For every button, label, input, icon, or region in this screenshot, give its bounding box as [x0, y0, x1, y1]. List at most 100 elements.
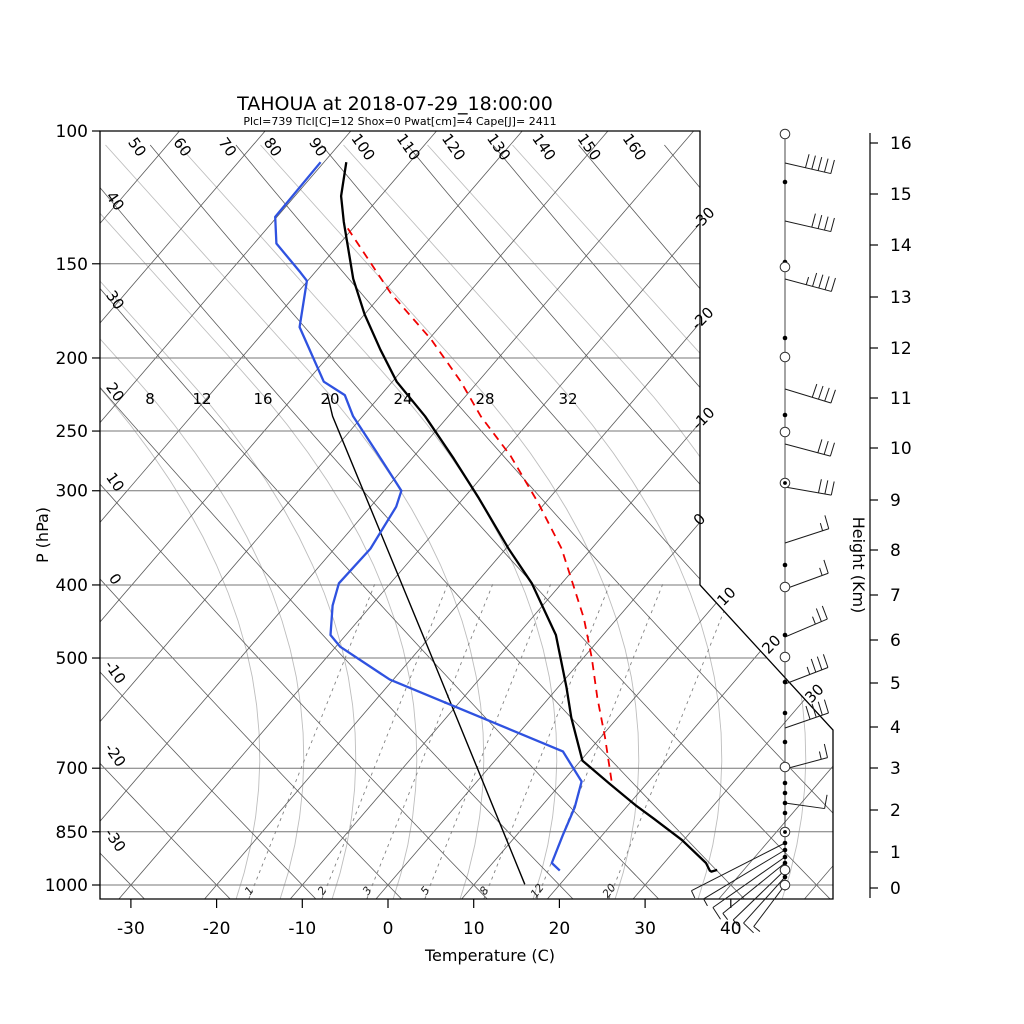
wind-barb-full-tick [830, 277, 836, 292]
dry-adiabat-label: 50 [124, 134, 150, 160]
wind-barb [784, 383, 836, 404]
pressure-tick-label: 100 [56, 122, 88, 142]
height-tick-label: 15 [890, 185, 912, 205]
isotherm-line [100, 131, 609, 899]
wind-barb-half-tick [806, 666, 811, 675]
dry-adiabat-label: 40 [102, 188, 128, 214]
pressure-tick-label: 200 [56, 349, 88, 369]
wind-barb-full-tick [823, 743, 828, 758]
dry-adiabat-line [149, 144, 833, 899]
isotherm-label: -30 [688, 203, 718, 233]
isotherm-line [718, 131, 833, 899]
wind-barb [784, 559, 829, 590]
isotherm-line [118, 131, 780, 899]
wind-barb-shaft [784, 443, 831, 457]
pressure-tick-label: 850 [56, 823, 88, 843]
wind-barb [690, 842, 786, 899]
wind-barb-full-tick [811, 383, 818, 398]
wind-barb-half-tick [703, 898, 708, 907]
height-tick-label: 12 [890, 339, 912, 359]
mixing-ratio-line [424, 582, 552, 899]
temperature-tick-label: 10 [463, 919, 485, 939]
wind-barb-full-tick [817, 439, 823, 453]
wind-barb-full-tick [816, 656, 823, 671]
level-dot-marker [782, 739, 788, 745]
dry-adiabat-line [100, 144, 576, 899]
wind-barb [784, 605, 828, 638]
dry-adiabat-label: 160 [619, 130, 650, 164]
chart-title: TAHOUA at 2018-07-29_18:00:00 [236, 93, 553, 115]
dry-adiabat-label: 140 [528, 130, 559, 164]
level-circle-marker [779, 761, 791, 773]
height-tick-label: 8 [890, 541, 901, 561]
level-circle-marker [779, 351, 791, 363]
wind-barb [703, 849, 786, 907]
level-dot-marker [782, 562, 788, 568]
wind-barb-full-tick [812, 272, 818, 287]
mixing-ratio-line [483, 582, 611, 899]
dry-adiabat-label: -30 [101, 825, 130, 855]
dewpoint-profile-line [274, 161, 583, 872]
dry-adiabat-label: 100 [348, 130, 379, 164]
temperature-profile-line [339, 162, 718, 873]
level-dot-marker [782, 632, 788, 638]
mixing-ratio-line [321, 582, 449, 899]
level-dot-marker [782, 800, 788, 806]
wind-barb [743, 876, 786, 934]
wind-barb [784, 272, 836, 292]
wind-barb-full-tick [823, 216, 829, 231]
wind-barb-shaft [784, 278, 832, 292]
level-dot-marker [782, 780, 788, 786]
wind-barb-full-tick [830, 159, 835, 174]
moist-adiabat-label: 20 [320, 390, 339, 408]
wind-barb-shaft [732, 869, 786, 921]
dry-adiabat-line [100, 144, 233, 899]
level-circle-marker [779, 128, 791, 140]
wind-barb [784, 654, 829, 685]
mixing-ratio-line [248, 582, 376, 899]
level-dot-marker [782, 810, 788, 816]
height-tick-label: 16 [890, 134, 912, 154]
dry-adiabat-label: 20 [102, 379, 128, 405]
wind-barb-full-tick [817, 214, 823, 229]
moist-adiabat-line [343, 144, 723, 899]
dry-adiabat-label: 120 [438, 130, 469, 164]
wind-barb-half-tick [722, 913, 729, 921]
isotherm-label: 30 [801, 680, 827, 706]
dry-adiabat-line [492, 144, 833, 899]
wind-barb-half-tick [819, 522, 824, 531]
isotherm-line [632, 131, 833, 899]
wind-barb-full-tick [824, 387, 830, 402]
wind-barb-full-tick [817, 385, 824, 400]
isotherm-line [100, 131, 437, 899]
height-tick-label: 4 [890, 718, 901, 738]
wind-barb-full-tick [830, 389, 836, 404]
moist-adiabat-line [100, 144, 418, 899]
dry-adiabat-label: 0 [105, 570, 125, 588]
height-tick-label: 9 [890, 491, 901, 511]
height-tick-label: 14 [890, 236, 912, 256]
wind-barb [722, 862, 786, 921]
level-dot-marker [782, 335, 788, 341]
level-dot-marker [782, 679, 788, 685]
level-circle-marker [779, 864, 791, 876]
wind-barb-full-tick [811, 703, 817, 718]
dry-adiabat-label: 150 [574, 130, 605, 164]
wind-barb [784, 794, 828, 810]
wind-barb [784, 154, 835, 175]
wind-barb-shaft [712, 856, 786, 908]
height-tick-label: 11 [890, 389, 912, 409]
wind-barb-shaft [784, 388, 832, 404]
temperature-tick-label: -20 [203, 919, 231, 939]
level-circled-dot-center [783, 481, 787, 485]
level-dot-marker [782, 790, 788, 796]
moist-adiabat-label: 8 [145, 390, 155, 408]
wind-barb-full-tick [823, 440, 829, 455]
level-dot-marker [782, 874, 788, 880]
isotherm-line [100, 131, 523, 899]
dry-adiabat-line [100, 144, 319, 899]
wind-barb-full-tick [805, 705, 811, 720]
wind-barb-shaft [753, 884, 786, 927]
